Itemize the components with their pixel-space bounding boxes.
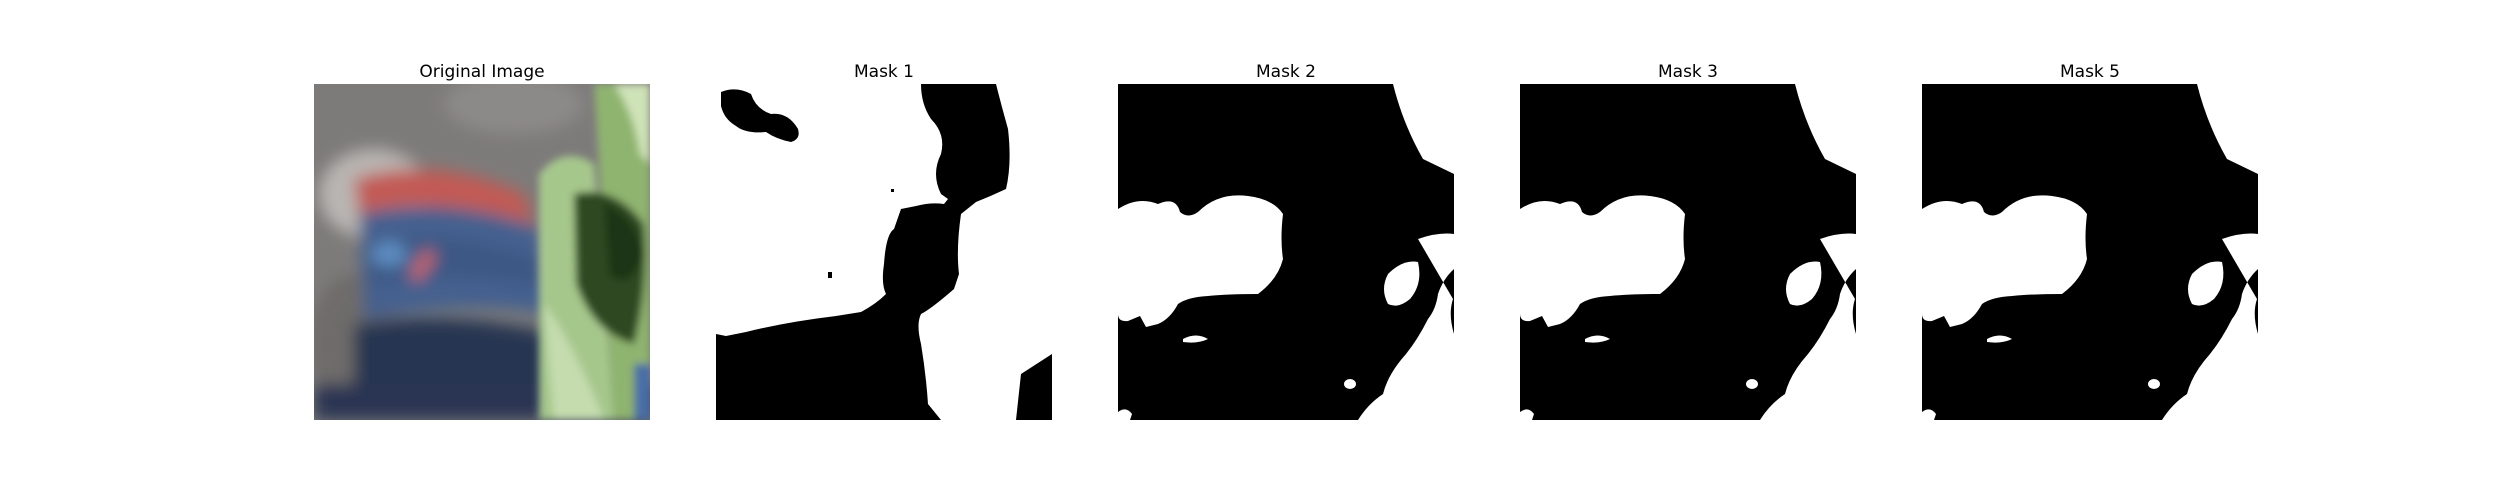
mask-5-image bbox=[1922, 84, 2258, 420]
panel-title: Mask 1 bbox=[853, 62, 914, 82]
panel-title: Mask 3 bbox=[1657, 62, 1718, 82]
panel-title: Mask 2 bbox=[1255, 62, 1316, 82]
original-photo bbox=[314, 84, 650, 420]
panel-title: Mask 5 bbox=[2059, 62, 2120, 82]
mask-3-image bbox=[1520, 84, 1856, 420]
panel-original-image: Original Image bbox=[314, 60, 650, 420]
mask-1-image bbox=[716, 84, 1052, 420]
panel-mask-3: Mask 3 bbox=[1520, 60, 1856, 420]
panel-mask-5: Mask 5 bbox=[1922, 60, 2258, 420]
mask-2-image bbox=[1118, 84, 1454, 420]
panel-mask-2: Mask 2 bbox=[1118, 60, 1454, 420]
panel-mask-1: Mask 1 bbox=[716, 60, 1052, 420]
panel-title: Original Image bbox=[419, 62, 545, 82]
